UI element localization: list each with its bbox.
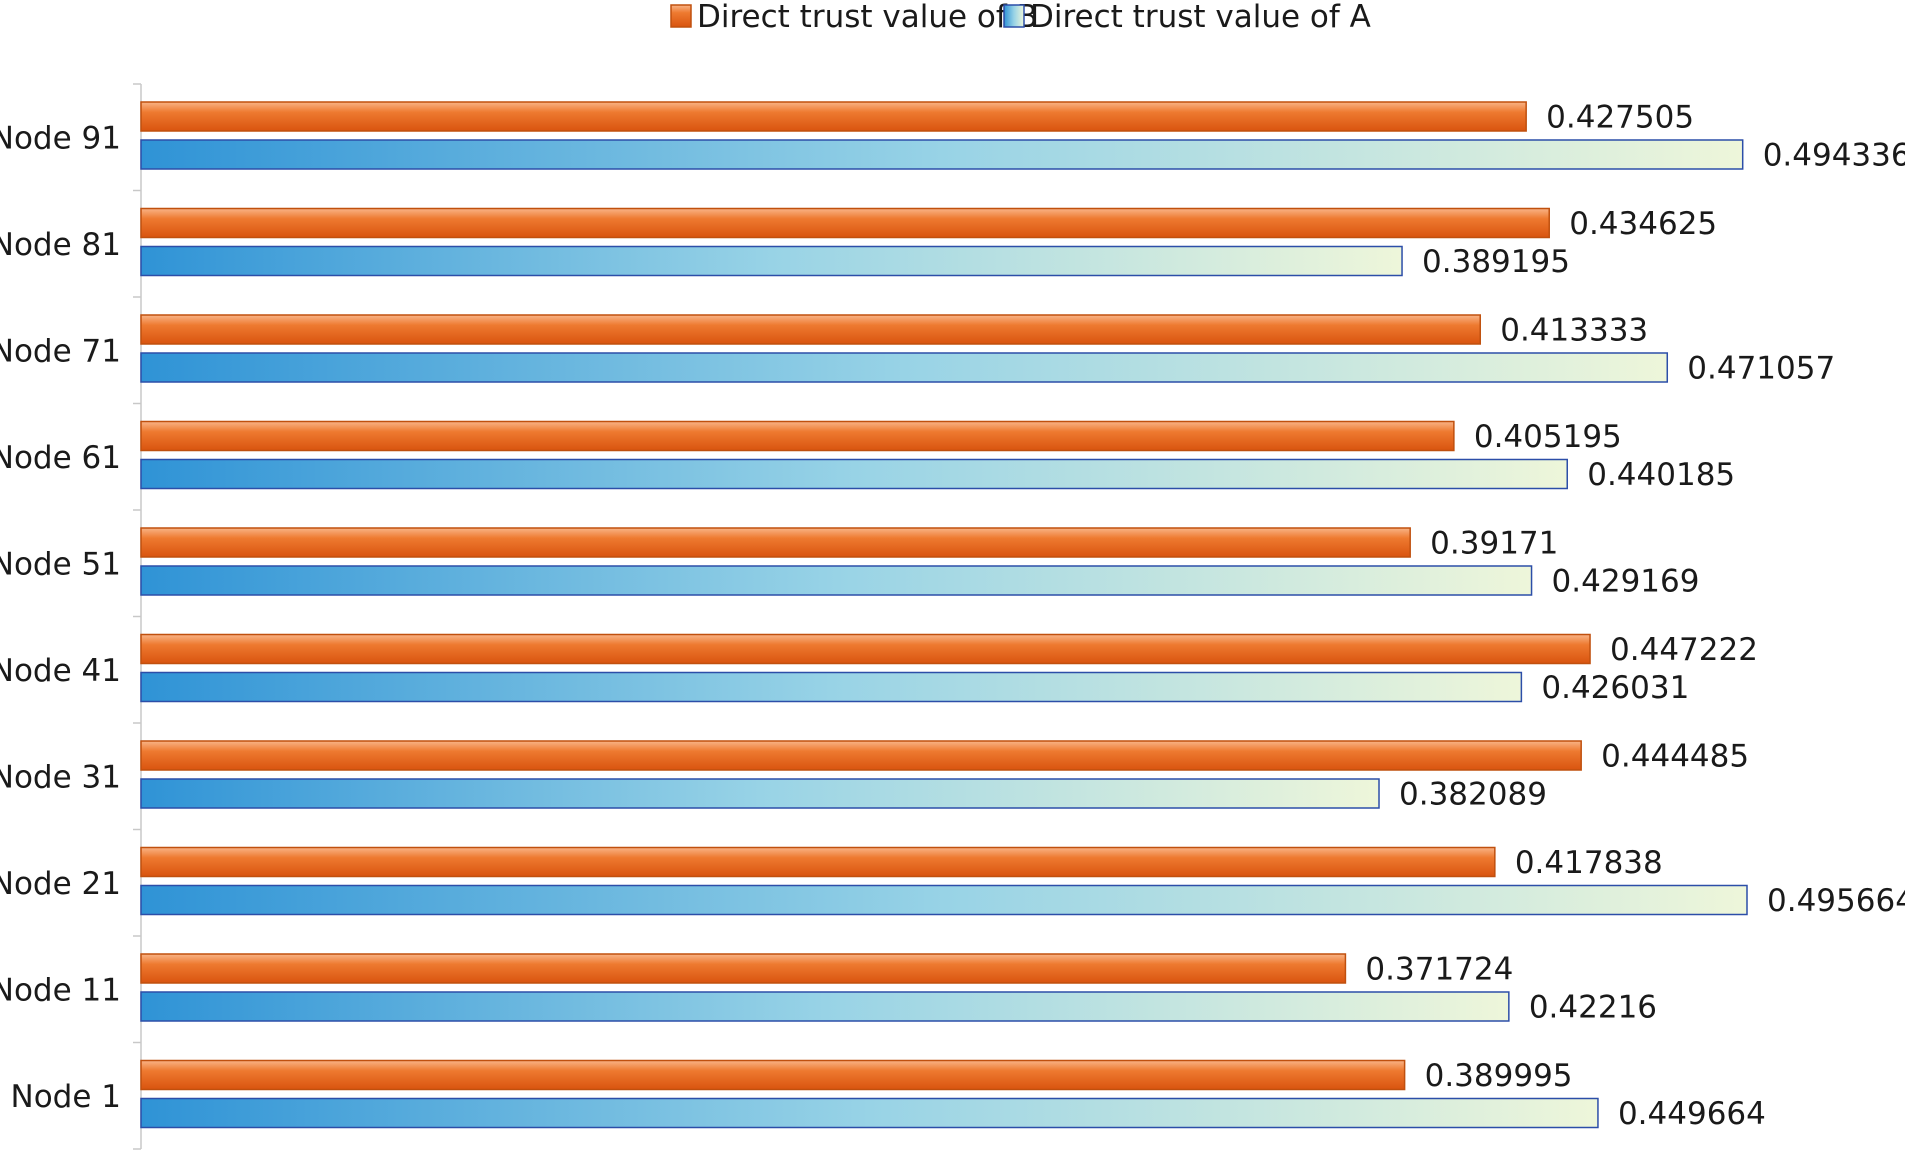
data-label-b: 0.444485 <box>1601 739 1749 775</box>
category-label: Node 11 <box>0 972 121 1008</box>
bar-direct-trust-b <box>140 953 1347 984</box>
category-label: Node 71 <box>0 333 121 369</box>
bar-direct-trust-b <box>140 101 1527 132</box>
bar-direct-trust-a <box>140 671 1523 703</box>
legend-swatch-a <box>1003 4 1025 28</box>
data-label-a: 0.389195 <box>1422 244 1570 280</box>
bar-series <box>140 101 1748 1129</box>
data-label-b: 0.405195 <box>1474 419 1622 455</box>
data-label-a: 0.449664 <box>1618 1096 1766 1132</box>
data-label-b: 0.427505 <box>1546 100 1694 136</box>
bar-direct-trust-a <box>140 458 1568 490</box>
data-label-a: 0.429169 <box>1552 564 1700 600</box>
data-label-b: 0.413333 <box>1500 313 1648 349</box>
bar-direct-trust-b <box>140 740 1582 771</box>
bar-direct-trust-a <box>140 565 1533 596</box>
legend-label-b: Direct trust value of B <box>697 0 1038 35</box>
legend: Direct trust value of B Direct trust val… <box>670 0 1371 35</box>
data-label-a: 0.382089 <box>1399 777 1547 813</box>
bar-direct-trust-a <box>140 991 1510 1022</box>
bar-direct-trust-a <box>140 139 1744 170</box>
data-label-a: 0.426031 <box>1541 670 1689 706</box>
data-label-a: 0.42216 <box>1529 990 1657 1026</box>
bar-direct-trust-a <box>140 352 1669 383</box>
legend-swatch-b <box>670 4 692 28</box>
bar-direct-trust-b <box>140 420 1455 452</box>
category-label: Node 81 <box>0 227 121 263</box>
bar-direct-trust-b <box>140 314 1481 345</box>
category-label: Node 51 <box>0 546 121 582</box>
data-label-a: 0.440185 <box>1587 457 1735 493</box>
data-label-a: 0.495664 <box>1767 883 1905 919</box>
bar-direct-trust-b <box>140 1059 1406 1091</box>
bar-direct-trust-b <box>140 846 1496 878</box>
data-label-b: 0.389995 <box>1425 1058 1573 1094</box>
data-label-b: 0.39171 <box>1430 526 1558 562</box>
bar-direct-trust-a <box>140 884 1748 916</box>
data-label-b: 0.434625 <box>1569 206 1717 242</box>
category-label: Node 41 <box>0 653 121 689</box>
data-label-a: 0.494336 <box>1763 138 1905 174</box>
data-label-a: 0.471057 <box>1687 351 1835 387</box>
data-label-b: 0.447222 <box>1610 632 1758 668</box>
data-label-b: 0.417838 <box>1515 845 1663 881</box>
category-label: Node 31 <box>0 759 121 795</box>
category-label: Node 21 <box>0 866 121 902</box>
bar-direct-trust-a <box>140 245 1403 277</box>
category-axis: Node 91 Node 81 Node 71 Node 61 Node 51 Node … <box>0 83 142 1150</box>
bar-direct-trust-b <box>140 527 1411 558</box>
bar-direct-trust-b <box>140 633 1591 665</box>
bar-direct-trust-a <box>140 1097 1599 1129</box>
category-label: Node 91 <box>0 120 121 156</box>
category-label: Node 61 <box>0 440 121 476</box>
category-label: Node 1 <box>11 1079 121 1115</box>
data-label-b: 0.371724 <box>1365 952 1513 988</box>
bar-direct-trust-b <box>140 207 1550 239</box>
legend-label-a: Direct trust value of A <box>1030 0 1371 35</box>
bar-direct-trust-a <box>140 778 1380 809</box>
